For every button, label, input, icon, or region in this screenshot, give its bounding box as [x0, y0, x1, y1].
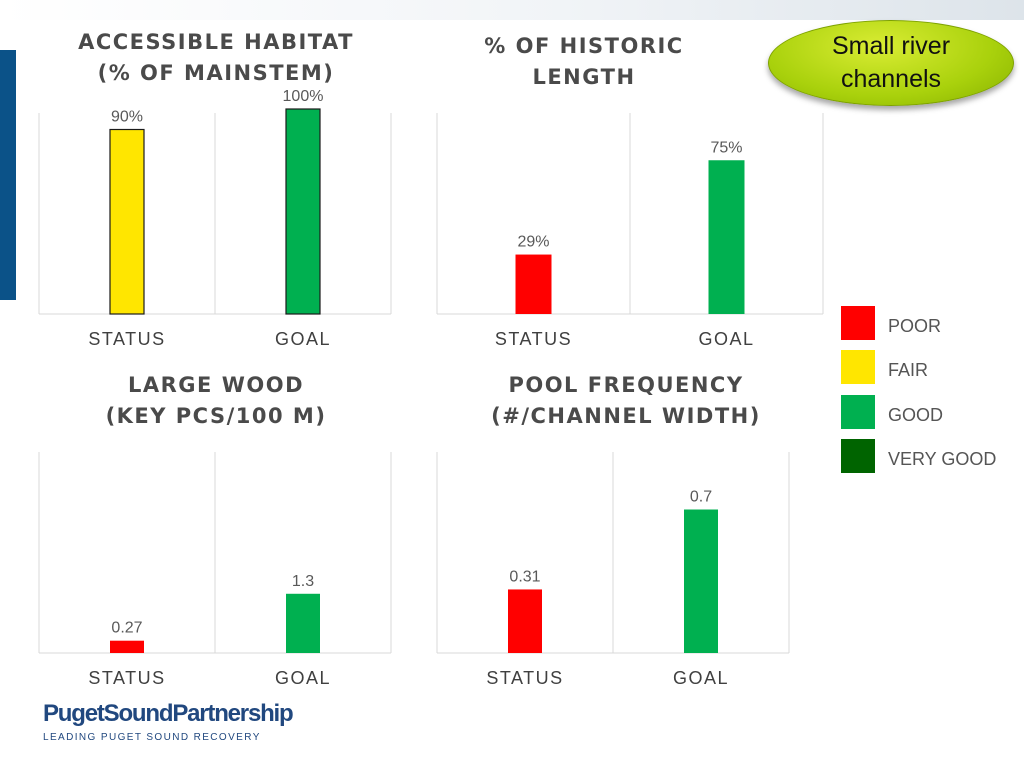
x-tick-label: GOAL: [275, 329, 331, 349]
legend-label: FAIR: [888, 360, 929, 380]
data-label: 1.3: [292, 573, 314, 590]
legend-item-good: GOOD: [841, 395, 1021, 429]
chart-plot: 90% STATUS 100% GOAL: [38, 88, 392, 349]
legend-swatch: [841, 395, 875, 429]
logo: PugetSoundPartnership LEADING PUGET SOUN…: [43, 700, 294, 743]
x-tick-label: STATUS: [88, 329, 165, 349]
bar-goal: [684, 509, 718, 653]
badge-text: Small river channels: [831, 32, 951, 93]
logo-tagline: LEADING PUGET SOUND RECOVERY: [43, 732, 261, 743]
chart-title: ACCESSIBLE HABITAT (% OF MAINSTEM): [78, 30, 354, 85]
legend-label: VERY GOOD: [888, 449, 997, 469]
x-tick-label: GOAL: [673, 668, 729, 688]
category-badge: Small river channels: [768, 20, 1014, 106]
x-tick-label: GOAL: [275, 668, 331, 688]
data-label: 0.31: [509, 568, 540, 585]
bar-status: [110, 640, 144, 653]
chart-title: LARGE WOOD (KEY PCS/100 M): [105, 373, 327, 428]
bar-status: [508, 589, 542, 653]
chart-plot: 0.27 STATUS 1.3 GOAL: [38, 452, 392, 688]
bar-goal: [708, 160, 745, 314]
legend-label: GOOD: [888, 405, 944, 425]
data-label: 90%: [111, 109, 143, 126]
x-tick-label: STATUS: [486, 668, 563, 688]
legend-label: POOR: [888, 316, 942, 336]
bar-status: [515, 254, 552, 314]
legend-swatch: [841, 439, 875, 473]
legend-swatch: [841, 306, 875, 340]
data-label: 100%: [283, 88, 324, 105]
data-label: 29%: [517, 234, 549, 251]
legend-item-fair: FAIR: [841, 350, 1021, 384]
x-tick-label: STATUS: [88, 668, 165, 688]
x-tick-label: GOAL: [698, 329, 754, 349]
logo-name: PugetSoundPartnership: [43, 700, 294, 727]
data-label: 0.27: [111, 620, 142, 637]
legend-item-very-good: VERY GOOD: [841, 439, 1021, 473]
data-label: 0.7: [690, 489, 712, 506]
bar-goal: [286, 593, 320, 653]
legend-item-poor: POOR: [841, 306, 1021, 340]
accent-bar: [0, 50, 16, 300]
bar-status: [109, 128, 145, 315]
chart-title: % OF HISTORIC LENGTH: [484, 34, 684, 89]
chart-title: POOL FREQUENCY (#/CHANNEL WIDTH): [491, 373, 761, 428]
chart-plot: 29% STATUS 75% GOAL: [436, 113, 824, 349]
chart-plot: 0.31 STATUS 0.7 GOAL: [436, 452, 790, 688]
data-label: 75%: [710, 139, 742, 156]
x-tick-label: STATUS: [495, 329, 572, 349]
legend-swatch: [841, 350, 875, 384]
bar-goal: [285, 108, 321, 315]
header-band: [0, 0, 1024, 20]
